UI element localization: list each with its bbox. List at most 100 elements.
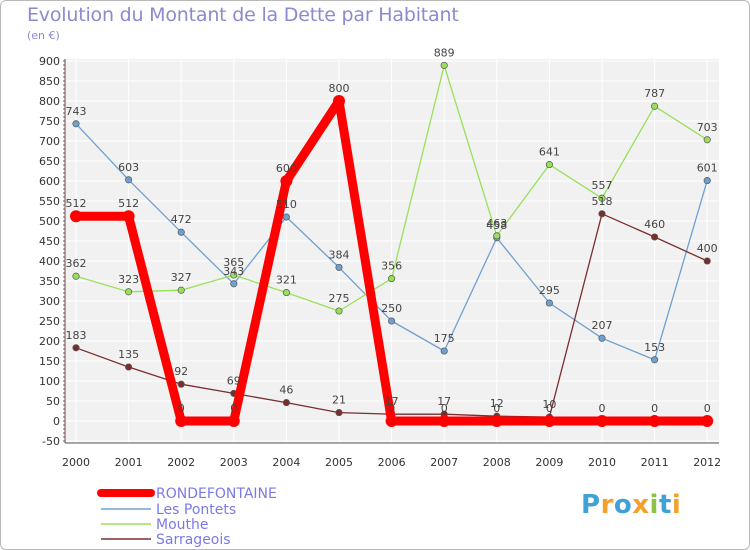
data-point [72, 120, 80, 128]
logo-letter: t [658, 490, 672, 520]
y-minor-tick [63, 104, 65, 106]
y-minor-tick [63, 336, 65, 338]
proxiti-logo: Proxiti [581, 490, 681, 520]
y-minor-tick [63, 268, 65, 270]
data-point [651, 102, 659, 110]
data-label: 250 [381, 302, 402, 315]
data-label: 295 [539, 284, 560, 297]
y-minor-tick [63, 296, 65, 298]
data-point [125, 288, 133, 296]
data-label: 472 [171, 213, 192, 226]
y-minor-tick [63, 152, 65, 154]
data-label: 323 [118, 273, 139, 286]
y-tick-label: 0 [53, 415, 60, 428]
y-minor-tick [63, 116, 65, 118]
data-point [490, 415, 503, 427]
data-point [335, 263, 343, 271]
y-minor-tick [63, 84, 65, 86]
y-minor-tick [63, 168, 65, 170]
data-point [648, 415, 661, 427]
data-point [703, 177, 711, 185]
y-minor-tick [63, 424, 65, 426]
data-point [333, 95, 345, 107]
y-minor-tick [63, 188, 65, 190]
y-minor-tick [63, 388, 65, 390]
data-label: 463 [486, 217, 507, 230]
y-tick-label: -50 [42, 435, 60, 448]
y-minor-tick [63, 180, 65, 182]
data-point [177, 228, 185, 236]
legend-label: Mouthe [156, 517, 209, 533]
y-tick-label: 550 [39, 195, 60, 208]
y-tick-label: 750 [39, 115, 60, 128]
data-point [438, 415, 451, 427]
data-label: 365 [223, 256, 244, 269]
y-tick-label: 250 [39, 315, 60, 328]
y-minor-tick [63, 244, 65, 246]
y-tick-label: 400 [39, 255, 60, 268]
y-tick-label: 600 [39, 175, 60, 188]
y-minor-tick [63, 92, 65, 94]
x-tick-label: 2009 [535, 456, 563, 469]
data-label: 743 [66, 105, 87, 118]
data-point [440, 347, 448, 355]
data-point [703, 257, 711, 265]
data-label: 0 [651, 402, 658, 415]
y-minor-tick [63, 228, 65, 230]
y-minor-tick [63, 404, 65, 406]
data-label: 641 [539, 146, 560, 159]
data-point [598, 334, 606, 342]
data-label: 343 [223, 265, 244, 278]
y-minor-tick [63, 216, 65, 218]
data-label: 889 [434, 46, 455, 59]
data-label: 321 [276, 274, 297, 287]
y-minor-tick [63, 132, 65, 134]
y-minor-tick [63, 420, 65, 422]
y-minor-tick [63, 412, 65, 414]
data-label: 512 [118, 197, 139, 210]
x-tick-label: 2004 [272, 456, 300, 469]
y-tick-label: 700 [39, 135, 60, 148]
y-minor-tick [63, 344, 65, 346]
chart-subtitle: (en €) [27, 29, 60, 42]
y-minor-tick [63, 324, 65, 326]
data-point [230, 271, 238, 279]
y-minor-tick [63, 400, 65, 402]
y-minor-tick [63, 96, 65, 98]
data-label: 183 [66, 329, 87, 342]
y-minor-tick [63, 108, 65, 110]
y-minor-tick [63, 140, 65, 142]
y-minor-tick [63, 368, 65, 370]
data-label: 510 [276, 198, 297, 211]
data-label: 0 [704, 402, 711, 415]
y-minor-tick [63, 332, 65, 334]
data-point [493, 232, 501, 240]
data-point [651, 233, 659, 241]
x-tick-label: 2005 [325, 456, 353, 469]
y-minor-tick [63, 276, 65, 278]
y-minor-tick [63, 272, 65, 274]
y-minor-tick [63, 76, 65, 78]
data-label: 0 [388, 402, 395, 415]
y-minor-tick [63, 416, 65, 418]
y-tick-label: 100 [39, 375, 60, 388]
x-tick-label: 2012 [693, 456, 721, 469]
x-tick-label: 2006 [378, 456, 406, 469]
data-point [598, 194, 606, 202]
legend-label: RONDEFONTAINE [156, 486, 277, 502]
y-minor-tick [63, 376, 65, 378]
logo-letter: r [600, 490, 614, 520]
y-minor-tick [63, 440, 65, 442]
data-point [177, 380, 185, 388]
logo-letter: P [581, 490, 601, 520]
y-tick-label: 350 [39, 275, 60, 288]
y-minor-tick [63, 328, 65, 330]
y-minor-tick [63, 200, 65, 202]
y-minor-tick [63, 156, 65, 158]
data-point [651, 356, 659, 364]
data-label: 0 [230, 402, 237, 415]
y-minor-tick [63, 312, 65, 314]
data-label: 458 [486, 219, 507, 232]
data-label: 460 [644, 218, 665, 231]
data-label: 0 [441, 402, 448, 415]
